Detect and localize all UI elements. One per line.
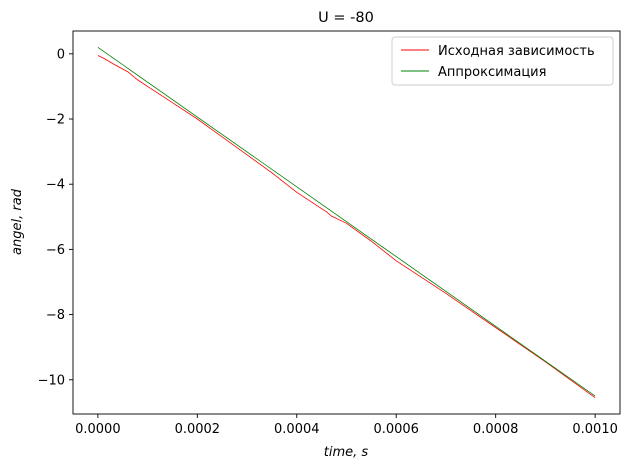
y-tick-label: −6	[46, 243, 65, 258]
y-tick-label: −10	[38, 373, 65, 388]
legend: Исходная зависимость Аппроксимация	[391, 36, 614, 86]
legend-box	[391, 36, 614, 86]
series-layer	[97, 46, 596, 399]
y-tick-label: 0	[57, 47, 65, 62]
series-line-approximation	[97, 46, 596, 397]
x-tick-label: 0.0006	[373, 422, 419, 437]
x-tick-label: 0.0004	[274, 422, 320, 437]
x-axis-label: time, s	[324, 445, 369, 460]
plot-area	[72, 30, 621, 415]
y-tick-label: −4	[46, 178, 65, 193]
y-axis: 0 −2 −4 −6 −8 −10	[38, 47, 73, 388]
x-tick-label: 0.0000	[75, 422, 121, 437]
x-tick-label: 0.0008	[473, 422, 519, 437]
y-tick-label: −2	[46, 113, 65, 128]
series-line-original	[97, 55, 596, 399]
chart-title: U = -80	[318, 10, 374, 26]
legend-label-original: Исходная зависимость	[438, 44, 595, 59]
y-axis-label: angel, rad	[10, 188, 25, 255]
y-tick-label: −8	[46, 308, 65, 323]
x-axis: 0.0000 0.0002 0.0004 0.0006 0.0008 0.0010	[75, 414, 618, 437]
legend-label-approximation: Аппроксимация	[438, 65, 546, 80]
x-tick-label: 0.0002	[175, 422, 221, 437]
x-tick-label: 0.0010	[572, 422, 618, 437]
